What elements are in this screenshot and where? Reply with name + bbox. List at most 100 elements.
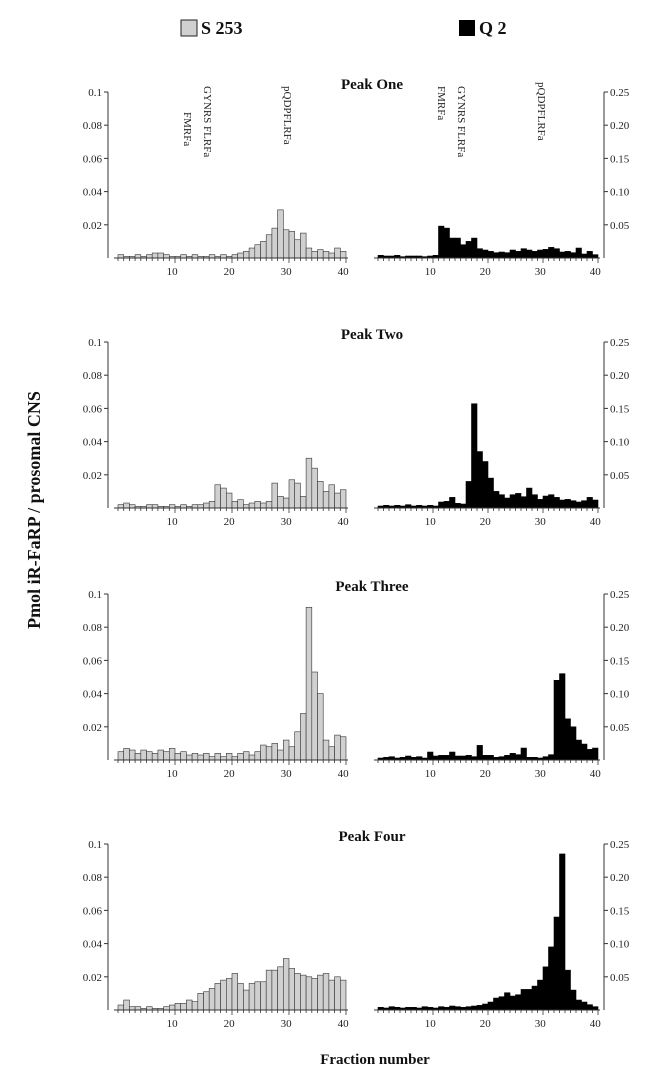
x-tick-label: 30 bbox=[535, 768, 547, 780]
q2-bar bbox=[498, 494, 505, 509]
s253-bar bbox=[186, 999, 193, 1011]
s253-bar bbox=[288, 231, 295, 259]
q2-bar bbox=[476, 248, 483, 259]
s253-bar bbox=[151, 252, 159, 259]
s253-bar bbox=[134, 753, 142, 761]
right-y-tick-label: 0.15 bbox=[610, 403, 630, 415]
s253-bar bbox=[237, 252, 244, 259]
s253-bar bbox=[169, 748, 176, 761]
s253-bar bbox=[322, 251, 330, 259]
s253-bar bbox=[339, 979, 347, 1011]
s253-bar bbox=[123, 999, 130, 1011]
annotation-gynrs-right: GYNRS FLRFa bbox=[455, 86, 467, 157]
right-y-tick-label: 0.05 bbox=[610, 722, 630, 734]
right-y-tick-label: 0.25 bbox=[610, 589, 630, 601]
peak-one-annotations: GYNRS FLRFa FMRFa pQDPFLRFa GYNRS FLRFa … bbox=[181, 82, 547, 157]
s253-bar bbox=[157, 749, 164, 761]
s253-bar bbox=[220, 487, 227, 509]
annotation-pqdpflrfa-left: pQDPFLRFa bbox=[281, 86, 293, 145]
x-tick-label: 30 bbox=[281, 768, 293, 780]
q2-bar bbox=[553, 497, 560, 509]
q2-bar bbox=[548, 494, 555, 509]
s253-bar bbox=[117, 751, 124, 761]
left-y-tick-label: 0.02 bbox=[83, 972, 102, 984]
annotation-fmrfa-left: FMRFa bbox=[181, 112, 193, 146]
q2-bar bbox=[575, 739, 582, 761]
q2-bar bbox=[586, 1004, 593, 1011]
s253-bar bbox=[226, 753, 233, 761]
peak-four-title: Peak Four bbox=[338, 829, 405, 845]
q2-bar bbox=[575, 501, 582, 509]
s253-bar bbox=[328, 979, 335, 1011]
left-y-tick-label: 0.1 bbox=[88, 839, 102, 851]
q2-bar bbox=[476, 1005, 483, 1011]
s253-bar bbox=[174, 753, 181, 761]
s253-bar bbox=[231, 501, 238, 509]
q2-bar bbox=[465, 755, 472, 761]
q2-bar bbox=[454, 503, 461, 509]
x-axis-title: Fraction number bbox=[320, 1052, 430, 1068]
left-y-tick-label: 0.08 bbox=[83, 120, 103, 132]
s253-bar bbox=[237, 983, 244, 1011]
x-tick-label: 10 bbox=[167, 516, 179, 528]
left-y-tick-label: 0.06 bbox=[83, 655, 103, 667]
s253-bar bbox=[288, 746, 295, 761]
x-tick-label: 30 bbox=[281, 1018, 293, 1030]
s253-bar bbox=[214, 753, 221, 761]
x-tick-label: 10 bbox=[425, 266, 437, 278]
s253-bar bbox=[260, 241, 267, 259]
s253-bar bbox=[334, 492, 341, 509]
s253-bar bbox=[248, 754, 256, 761]
q2-bar bbox=[581, 500, 588, 509]
q2-bar bbox=[487, 477, 494, 509]
x-tick-label: 30 bbox=[281, 516, 293, 528]
q2-bar bbox=[570, 500, 577, 509]
q2-bar bbox=[493, 997, 500, 1011]
q2-bar bbox=[564, 718, 571, 761]
x-tick-label: 30 bbox=[535, 1018, 547, 1030]
s253-bar bbox=[191, 753, 199, 761]
panels: Peak One 0.1 0.08 0.06 0.04 0.02 0.25 0.20 0.15 0… bbox=[83, 77, 630, 1030]
left-y-tick-label: 0.06 bbox=[83, 403, 103, 415]
s253-bar bbox=[191, 1001, 199, 1011]
q2-bar bbox=[559, 673, 566, 761]
legend-swatch-q2 bbox=[459, 20, 475, 36]
q2-bar bbox=[542, 966, 549, 1011]
right-y-tick-label: 0.20 bbox=[610, 622, 630, 634]
x-tick-label: 10 bbox=[167, 1018, 179, 1030]
x-tick-label: 20 bbox=[480, 516, 492, 528]
right-y-tick-label: 0.10 bbox=[610, 437, 630, 449]
s253-bar bbox=[294, 239, 301, 259]
s253-bar bbox=[282, 229, 290, 259]
q2-bar bbox=[575, 999, 582, 1011]
left-y-tick-label: 0.02 bbox=[83, 470, 102, 482]
q2-bar bbox=[542, 249, 549, 259]
q2-bar bbox=[487, 251, 494, 259]
peak-four-panel: Peak Four 0.1 0.08 0.06 0.04 0.02 0.25 0.20 0.15… bbox=[83, 829, 630, 1030]
s253-bar bbox=[203, 502, 210, 509]
q2-bar bbox=[493, 491, 500, 509]
q2-bar bbox=[575, 247, 582, 259]
s253-bar bbox=[248, 983, 256, 1011]
right-y-tick-label: 0.20 bbox=[610, 872, 630, 884]
q2-bar bbox=[526, 249, 533, 259]
q2-bar bbox=[509, 494, 516, 509]
s253-bar bbox=[322, 973, 330, 1011]
q2-bar bbox=[509, 995, 516, 1011]
q2-bar bbox=[570, 252, 577, 259]
peak-three-title: Peak Three bbox=[335, 579, 409, 595]
right-y-tick-label: 0.05 bbox=[610, 220, 630, 232]
s253-bar bbox=[271, 482, 278, 509]
s253-bar bbox=[265, 969, 273, 1011]
q2-bar bbox=[482, 1003, 489, 1011]
s253-bar bbox=[174, 1003, 181, 1011]
right-y-tick-label: 0.05 bbox=[610, 470, 630, 482]
q2-bar bbox=[465, 481, 472, 509]
s253-bar bbox=[208, 501, 216, 509]
q2-bar bbox=[553, 916, 560, 1011]
x-tick-label: 20 bbox=[224, 1018, 236, 1030]
left-y-tick-label: 0.08 bbox=[83, 872, 103, 884]
q2-bar bbox=[564, 499, 571, 509]
s253-bar bbox=[317, 249, 324, 259]
q2-bar bbox=[520, 989, 527, 1011]
